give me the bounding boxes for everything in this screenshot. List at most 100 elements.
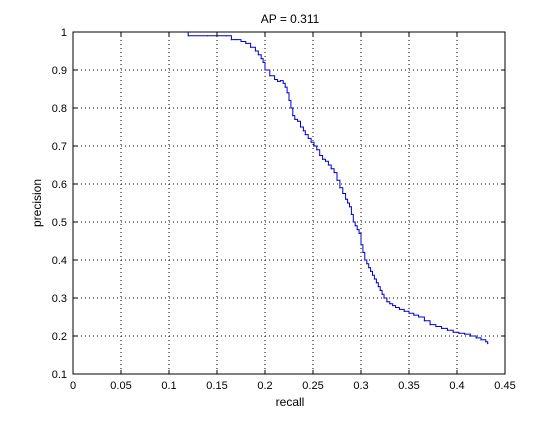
x-tick-label: 0.3 (353, 380, 368, 392)
plot-frame (72, 31, 506, 375)
pr-point (389, 303, 391, 305)
y-tick-label: 0.3 (52, 293, 67, 305)
x-axis-label: recall (276, 395, 305, 409)
pr-point (354, 225, 356, 227)
pr-point (284, 86, 286, 88)
pr-point (458, 332, 460, 334)
series-layer (185, 31, 489, 345)
pr-point (286, 92, 288, 94)
pr-point (257, 54, 259, 56)
pr-point (435, 325, 437, 328)
pr-point (366, 263, 368, 265)
pr-point (469, 335, 471, 337)
pr-point (358, 232, 360, 234)
pr-point (356, 229, 358, 231)
y-tick-label: 0.9 (52, 65, 67, 77)
pr-point (360, 244, 362, 246)
pr-point (290, 107, 292, 109)
pr-point (226, 35, 228, 37)
pr-point (418, 316, 420, 318)
pr-point (269, 75, 271, 77)
pr-point (304, 134, 306, 136)
ticks: 0 0.05 0.1 0.15 0.2 0.25 0.3 0.35 0.4 0.45 0.1 0.2 0… (52, 27, 516, 392)
pr-point (336, 179, 338, 181)
x-tick-label: 0.15 (206, 380, 227, 392)
pr-point (254, 50, 256, 52)
pr-point (392, 305, 394, 307)
y-tick-label: 0.7 (52, 141, 67, 153)
pr-point (371, 274, 374, 276)
pr-point (423, 320, 425, 322)
x-tick-label: 0.45 (494, 380, 515, 392)
pr-point (485, 341, 487, 343)
pr-point (383, 297, 385, 299)
pr-point (452, 331, 454, 333)
pr-point (345, 198, 347, 200)
pr-point (313, 145, 315, 147)
pr-point (373, 278, 375, 280)
pr-point (364, 259, 366, 261)
x-tick-label: 0.2 (257, 380, 272, 392)
x-tick-label: 0.4 (449, 380, 464, 392)
pr-point (480, 339, 482, 341)
y-tick-label: 0.5 (52, 217, 67, 229)
pr-point (352, 221, 354, 223)
pr-point (310, 141, 312, 143)
pr-point (279, 80, 281, 82)
y-tick-label: 0.1 (52, 369, 67, 381)
pr-point (206, 35, 208, 37)
x-tick-label: 0.05 (110, 380, 131, 392)
pr-point (292, 115, 294, 117)
pr-point (408, 312, 410, 314)
pr-point (333, 172, 335, 174)
pr-point (260, 58, 262, 60)
pr-point (276, 80, 279, 82)
pr-point (429, 324, 431, 326)
y-tick-label: 0.2 (52, 331, 67, 343)
pr-point (403, 310, 405, 312)
pr-point (327, 164, 329, 166)
pr-point (282, 82, 284, 84)
pr-point (250, 46, 252, 48)
pr-point (339, 187, 341, 189)
pr-point (316, 149, 318, 151)
x-tick-label: 0.1 (161, 380, 176, 392)
pr-point (475, 337, 477, 339)
pr-point (342, 192, 344, 195)
pr-point (377, 286, 379, 288)
pr-point (348, 206, 351, 208)
y-tick-label: 0.8 (52, 103, 67, 115)
pr-point (368, 267, 370, 269)
y-tick-label: 0.6 (52, 179, 67, 191)
y-tick-label: 1 (61, 27, 67, 39)
pr-point (441, 327, 443, 329)
pr-point (274, 78, 276, 81)
pr-point (235, 39, 237, 41)
pr-point (370, 270, 372, 272)
pr-point (464, 333, 466, 335)
pr-point (299, 126, 302, 128)
pr-point (350, 213, 352, 215)
pr-point (413, 314, 415, 316)
pr-point (302, 130, 304, 132)
y-axis-label: precision (30, 179, 44, 227)
pr-curve (186, 31, 489, 344)
chart-title: AP = 0.311 (261, 12, 320, 26)
pr-point (307, 137, 309, 139)
pr-point (187, 35, 189, 37)
pr-point (379, 289, 381, 291)
grid (73, 32, 505, 374)
pr-point (264, 69, 266, 71)
pr-point (324, 160, 327, 162)
x-tick-label: 0.25 (302, 380, 323, 392)
pr-point (381, 293, 383, 295)
pr-point (288, 99, 290, 101)
pr-point (319, 154, 321, 157)
pr-point (240, 40, 242, 43)
pr-point (322, 158, 324, 160)
pr-point (487, 343, 489, 345)
pr-point (362, 251, 364, 253)
pr-point (330, 168, 332, 170)
